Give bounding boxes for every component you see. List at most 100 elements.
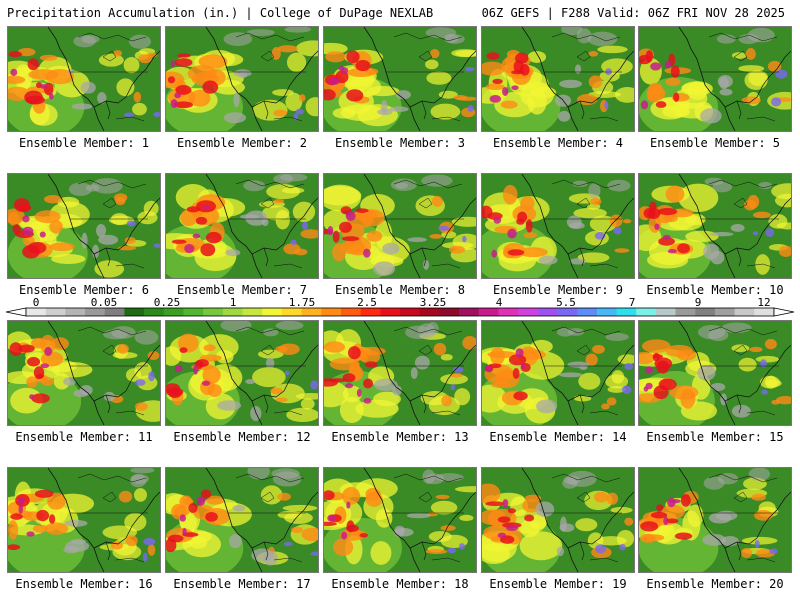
member-label: Ensemble Member: 11 (15, 430, 153, 444)
member-label: Ensemble Member: 10 (646, 283, 784, 297)
member-label: Ensemble Member: 6 (18, 283, 150, 297)
colorbar-tick-label: 0.25 (154, 296, 181, 309)
colorbar-tick-label: 9 (695, 296, 702, 309)
member-map-panel (7, 467, 161, 573)
precip-map (639, 27, 791, 131)
member-map-panel (323, 320, 477, 426)
colorbar-swatch (400, 308, 421, 316)
precip-map (324, 27, 476, 131)
colorbar-max-arrow (773, 307, 795, 317)
precip-map (639, 174, 791, 278)
colorbar-swatch (45, 308, 66, 316)
member-map-panel (165, 467, 319, 573)
colorbar-tick-label: 7 (629, 296, 636, 309)
colorbar-swatch (459, 308, 480, 316)
member-map-panel (638, 467, 792, 573)
colorbar-swatch (321, 308, 342, 316)
colorbar-swatch (754, 308, 775, 316)
precip-map (166, 321, 318, 425)
colorbar-swatch (360, 308, 381, 316)
member-map-panel (481, 320, 635, 426)
precip-map (324, 321, 476, 425)
map-title: Precipitation Accumulation (in.) | Colle… (7, 6, 434, 20)
colorbar-swatch (340, 308, 362, 316)
member-label: Ensemble Member: 2 (176, 136, 308, 150)
member-map-panel (638, 173, 792, 279)
colorbar-swatch (262, 308, 283, 316)
colorbar-swatch (616, 308, 637, 316)
member-label: Ensemble Member: 3 (334, 136, 466, 150)
member-label: Ensemble Member: 9 (492, 283, 624, 297)
colorbar-swatch (675, 308, 696, 316)
precip-colorbar: 0 0.05 0.25 1 1.75 2.5 3.25 4 5.5 7 9 12 (0, 296, 800, 320)
model-valid-time: 06Z GEFS | F288 Valid: 06Z FRI NOV 28 20… (481, 6, 785, 20)
colorbar-swatch (419, 308, 440, 316)
colorbar-swatch (163, 308, 184, 316)
colorbar-swatch (104, 308, 125, 316)
colorbar-tick-label: 1 (230, 296, 237, 309)
member-label: Ensemble Member: 13 (331, 430, 469, 444)
colorbar-swatch (124, 308, 145, 316)
colorbar-swatch (203, 308, 224, 316)
colorbar-swatch (242, 308, 263, 316)
member-map-panel (165, 173, 319, 279)
member-map-panel (7, 26, 161, 132)
precip-map (8, 27, 160, 131)
precip-map (8, 321, 160, 425)
member-map-panel (7, 320, 161, 426)
precip-map (8, 174, 160, 278)
member-map-panel (165, 320, 319, 426)
colorbar-swatch (636, 308, 657, 316)
colorbar-tick-label: 0 (33, 296, 40, 309)
precip-map (639, 321, 791, 425)
colorbar-tick-label: 12 (757, 296, 770, 309)
member-map-panel (638, 320, 792, 426)
precip-map (482, 27, 634, 131)
precip-map (166, 174, 318, 278)
colorbar-swatch (695, 308, 716, 316)
member-label: Ensemble Member: 17 (173, 577, 311, 591)
member-label: Ensemble Member: 15 (646, 430, 784, 444)
member-map-panel (165, 26, 319, 132)
colorbar-swatch (557, 308, 578, 316)
member-label: Ensemble Member: 4 (492, 136, 624, 150)
member-map-panel (323, 173, 477, 279)
member-map-panel (481, 26, 635, 132)
colorbar-tick-label: 4 (496, 296, 503, 309)
colorbar-swatch (222, 308, 244, 316)
member-label: Ensemble Member: 19 (489, 577, 627, 591)
colorbar-swatch (281, 308, 303, 316)
colorbar-swatch (537, 308, 558, 316)
precip-map (324, 174, 476, 278)
member-label: Ensemble Member: 5 (649, 136, 781, 150)
colorbar-tick-label: 2.5 (357, 296, 377, 309)
precip-map (482, 174, 634, 278)
colorbar-swatch (498, 308, 519, 316)
member-map-panel (481, 173, 635, 279)
precip-map (482, 321, 634, 425)
colorbar-swatch (655, 308, 677, 316)
member-label: Ensemble Member: 12 (173, 430, 311, 444)
precip-map (166, 468, 318, 572)
member-map-panel (323, 26, 477, 132)
member-label: Ensemble Member: 1 (18, 136, 150, 150)
colorbar-swatch (85, 308, 106, 316)
member-label: Ensemble Member: 7 (176, 283, 308, 297)
colorbar-tick-label: 0.05 (91, 296, 118, 309)
colorbar-swatch (478, 308, 499, 316)
member-label: Ensemble Member: 8 (334, 283, 466, 297)
colorbar-swatch (518, 308, 539, 316)
colorbar-swatch (734, 308, 755, 316)
colorbar-swatch (144, 308, 165, 316)
precip-map (639, 468, 791, 572)
member-label: Ensemble Member: 18 (331, 577, 469, 591)
precip-map (482, 468, 634, 572)
colorbar-min-arrow (5, 307, 27, 317)
colorbar-swatch (439, 308, 460, 316)
member-map-panel (323, 467, 477, 573)
colorbar-swatch (577, 308, 598, 316)
member-map-panel (638, 26, 792, 132)
colorbar-swatch (26, 308, 47, 316)
colorbar-tick-label: 1.75 (289, 296, 316, 309)
colorbar-swatch (301, 308, 322, 316)
